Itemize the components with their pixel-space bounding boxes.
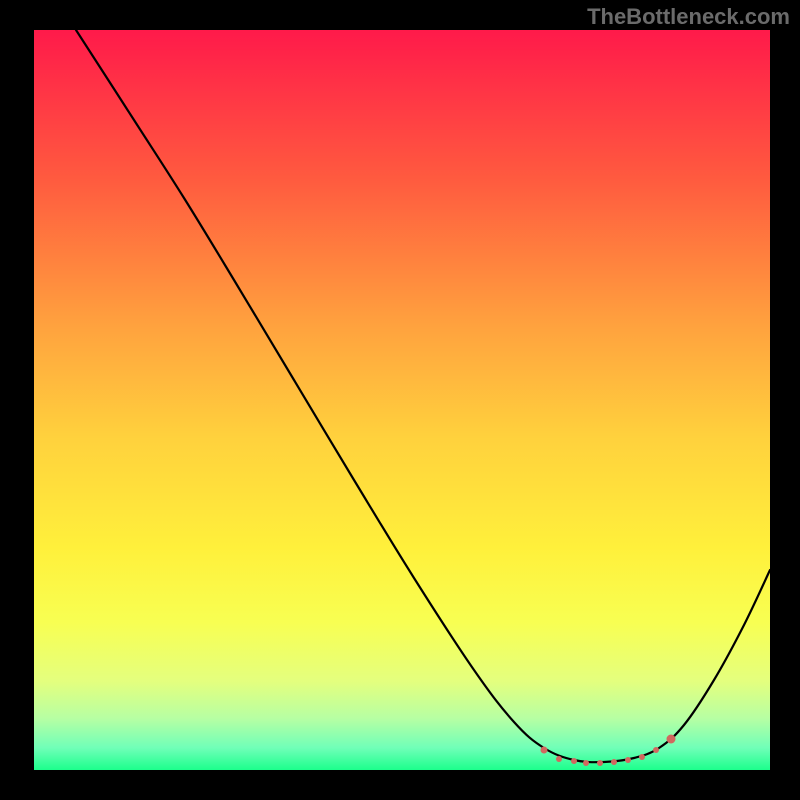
marker-dot xyxy=(583,760,589,766)
watermark-text: TheBottleneck.com xyxy=(587,4,790,30)
marker-dot xyxy=(625,757,631,763)
gradient-background xyxy=(34,30,770,770)
chart-plot-area xyxy=(34,30,770,770)
marker-dot xyxy=(597,760,603,766)
marker-dot xyxy=(611,759,617,765)
marker-dot xyxy=(639,754,645,760)
chart-svg xyxy=(34,30,770,770)
marker-dot xyxy=(541,747,548,754)
marker-dot xyxy=(667,735,676,744)
marker-dot xyxy=(571,758,577,764)
marker-dot xyxy=(653,747,659,753)
marker-dot xyxy=(556,756,562,762)
